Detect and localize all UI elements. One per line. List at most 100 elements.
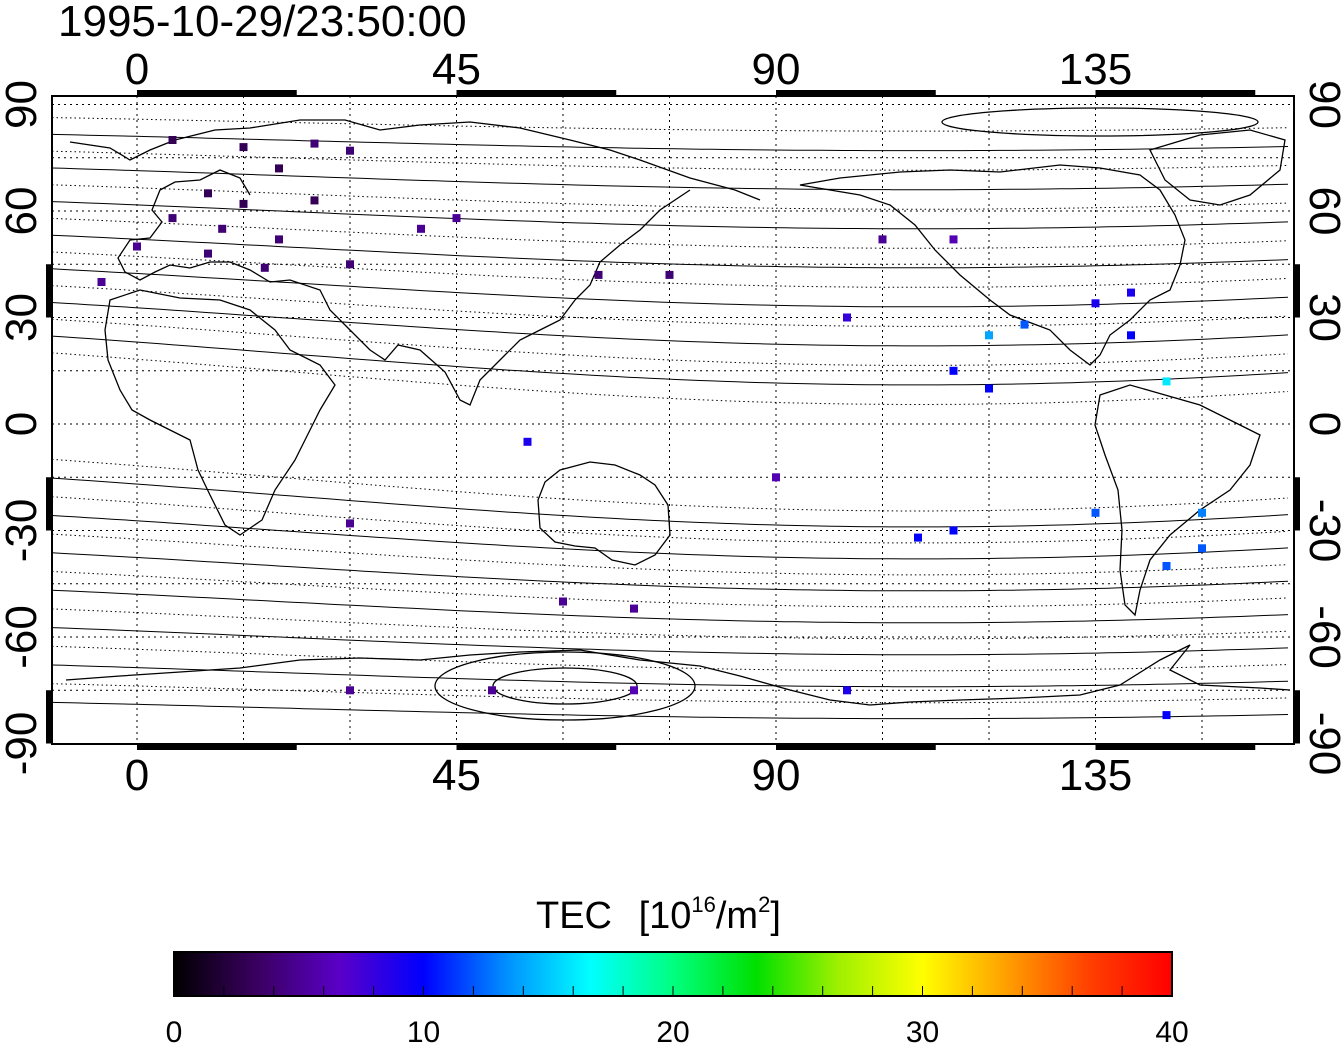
mlat-contour: [52, 608, 1289, 640]
tec-point: [310, 139, 319, 148]
mlat-contour: [52, 268, 1289, 308]
plot-area: [52, 96, 1294, 744]
tick-bar-top: [1095, 90, 1256, 96]
mlat-contour: [52, 352, 1289, 405]
plot-frame: [51, 95, 1295, 745]
tick-bar-right: [1294, 264, 1300, 318]
mlat-contour: [52, 477, 1289, 528]
tec-point: [346, 146, 354, 155]
tick-bar-top: [776, 90, 936, 96]
mlat-contour: [52, 234, 1289, 269]
mlat-contour: [52, 335, 1289, 386]
x-tick-label: 135: [1059, 751, 1132, 800]
mlat-contour: [52, 458, 1289, 512]
y-tick-label: 0: [0, 412, 46, 436]
tick-bar-right: [1294, 690, 1300, 744]
x-tick-label: 90: [752, 45, 801, 94]
mlat-contour: [52, 217, 1289, 249]
y-tick-label: -90: [1300, 712, 1344, 776]
y-tick-label: -30: [0, 499, 46, 563]
tec-point: [133, 242, 141, 251]
colorbar-tick-label: 10: [407, 1016, 440, 1048]
colorbar-title: TEC [1016/m2]: [536, 892, 781, 937]
y-tick-label: -90: [0, 712, 46, 776]
coastlines: [65, 119, 1291, 706]
tec-point: [949, 235, 958, 244]
tec-point: [949, 366, 958, 375]
tec-point: [204, 249, 212, 258]
tec-point: [168, 214, 177, 223]
tick-bar-top: [456, 90, 617, 96]
tec-point: [1127, 288, 1135, 297]
mlat-contour: [52, 701, 1289, 720]
magnetic-latitude-contours: [52, 107, 1289, 721]
tec-point: [488, 686, 496, 695]
mlat-contour: [52, 589, 1289, 624]
tec-point: [1198, 544, 1206, 553]
tec-point: [630, 604, 638, 613]
coastline-greenland: [1149, 129, 1286, 206]
mlat-contour: [52, 552, 1289, 592]
tick-bar-top: [137, 90, 297, 96]
mlat-contour: [52, 285, 1289, 327]
tick-bar-bottom: [137, 744, 297, 750]
tec-point: [630, 686, 638, 695]
north-pole-contour: [941, 107, 1259, 137]
mlat-contour: [52, 496, 1289, 544]
tec-point: [914, 533, 922, 542]
colorbar-ticks: 0 10 20 30 40: [166, 986, 1189, 1048]
tec-point: [878, 235, 887, 244]
x-tick-label: 45: [432, 45, 481, 94]
mlat-contour: [52, 318, 1289, 366]
tec-point: [1091, 299, 1100, 308]
tick-bar-bottom: [456, 744, 617, 750]
south-pole-contour: [434, 651, 696, 721]
y-tick-label: 30: [0, 293, 46, 342]
tick-bar-left: [46, 264, 52, 318]
y-tick-label: 60: [1300, 187, 1344, 236]
mlat-contour: [52, 533, 1289, 576]
mlat-contour: [52, 664, 1289, 688]
tec-point: [168, 136, 177, 144]
tick-bar-left: [46, 477, 52, 531]
tec-point: [452, 214, 461, 223]
axis-tick-bars: [46, 90, 1300, 750]
mlat-contour: [52, 167, 1289, 191]
tec-point: [204, 189, 212, 198]
tec-point: [559, 597, 567, 606]
tec-data-points: [97, 136, 1206, 720]
y-tick-label: -30: [1300, 499, 1344, 563]
tec-point: [239, 199, 248, 208]
x-axis-bottom-labels: 04590135180-135-90-45: [125, 751, 1132, 800]
mlat-contour: [52, 201, 1289, 230]
y-axis-right-labels: 90 60 30 0 -30 -60 -90: [1300, 80, 1344, 775]
tec-point: [665, 270, 674, 279]
tec-point: [985, 331, 993, 340]
coastline-australia: [537, 461, 671, 566]
tec-point: [346, 686, 354, 695]
y-axis-left-labels: 90 60 30 0 -30 -60 -90: [0, 80, 46, 775]
x-tick-label: 0: [125, 45, 149, 94]
colorbar-tick-label: 40: [1155, 1016, 1188, 1048]
y-tick-label: -60: [0, 605, 46, 669]
y-tick-label: 30: [1300, 293, 1344, 342]
tec-point: [1198, 508, 1206, 517]
tec-point: [843, 313, 851, 322]
tick-bar-left: [46, 690, 52, 744]
mlat-contour: [52, 251, 1289, 288]
y-tick-label: 90: [1300, 80, 1344, 129]
tec-point: [310, 196, 319, 205]
coastline-south-america: [1094, 384, 1261, 617]
tec-point: [346, 260, 354, 269]
coastline-north-america: [799, 164, 1186, 366]
mlat-contour: [52, 571, 1289, 608]
colorbar-tick-label: 20: [656, 1016, 689, 1048]
tec-point: [985, 384, 993, 393]
tec-point: [523, 437, 532, 446]
mlat-contour: [52, 515, 1289, 560]
tec-point: [218, 224, 227, 233]
y-tick-label: 90: [0, 80, 46, 129]
coastline-eurasia: [69, 119, 761, 406]
tec-point: [1162, 711, 1171, 720]
